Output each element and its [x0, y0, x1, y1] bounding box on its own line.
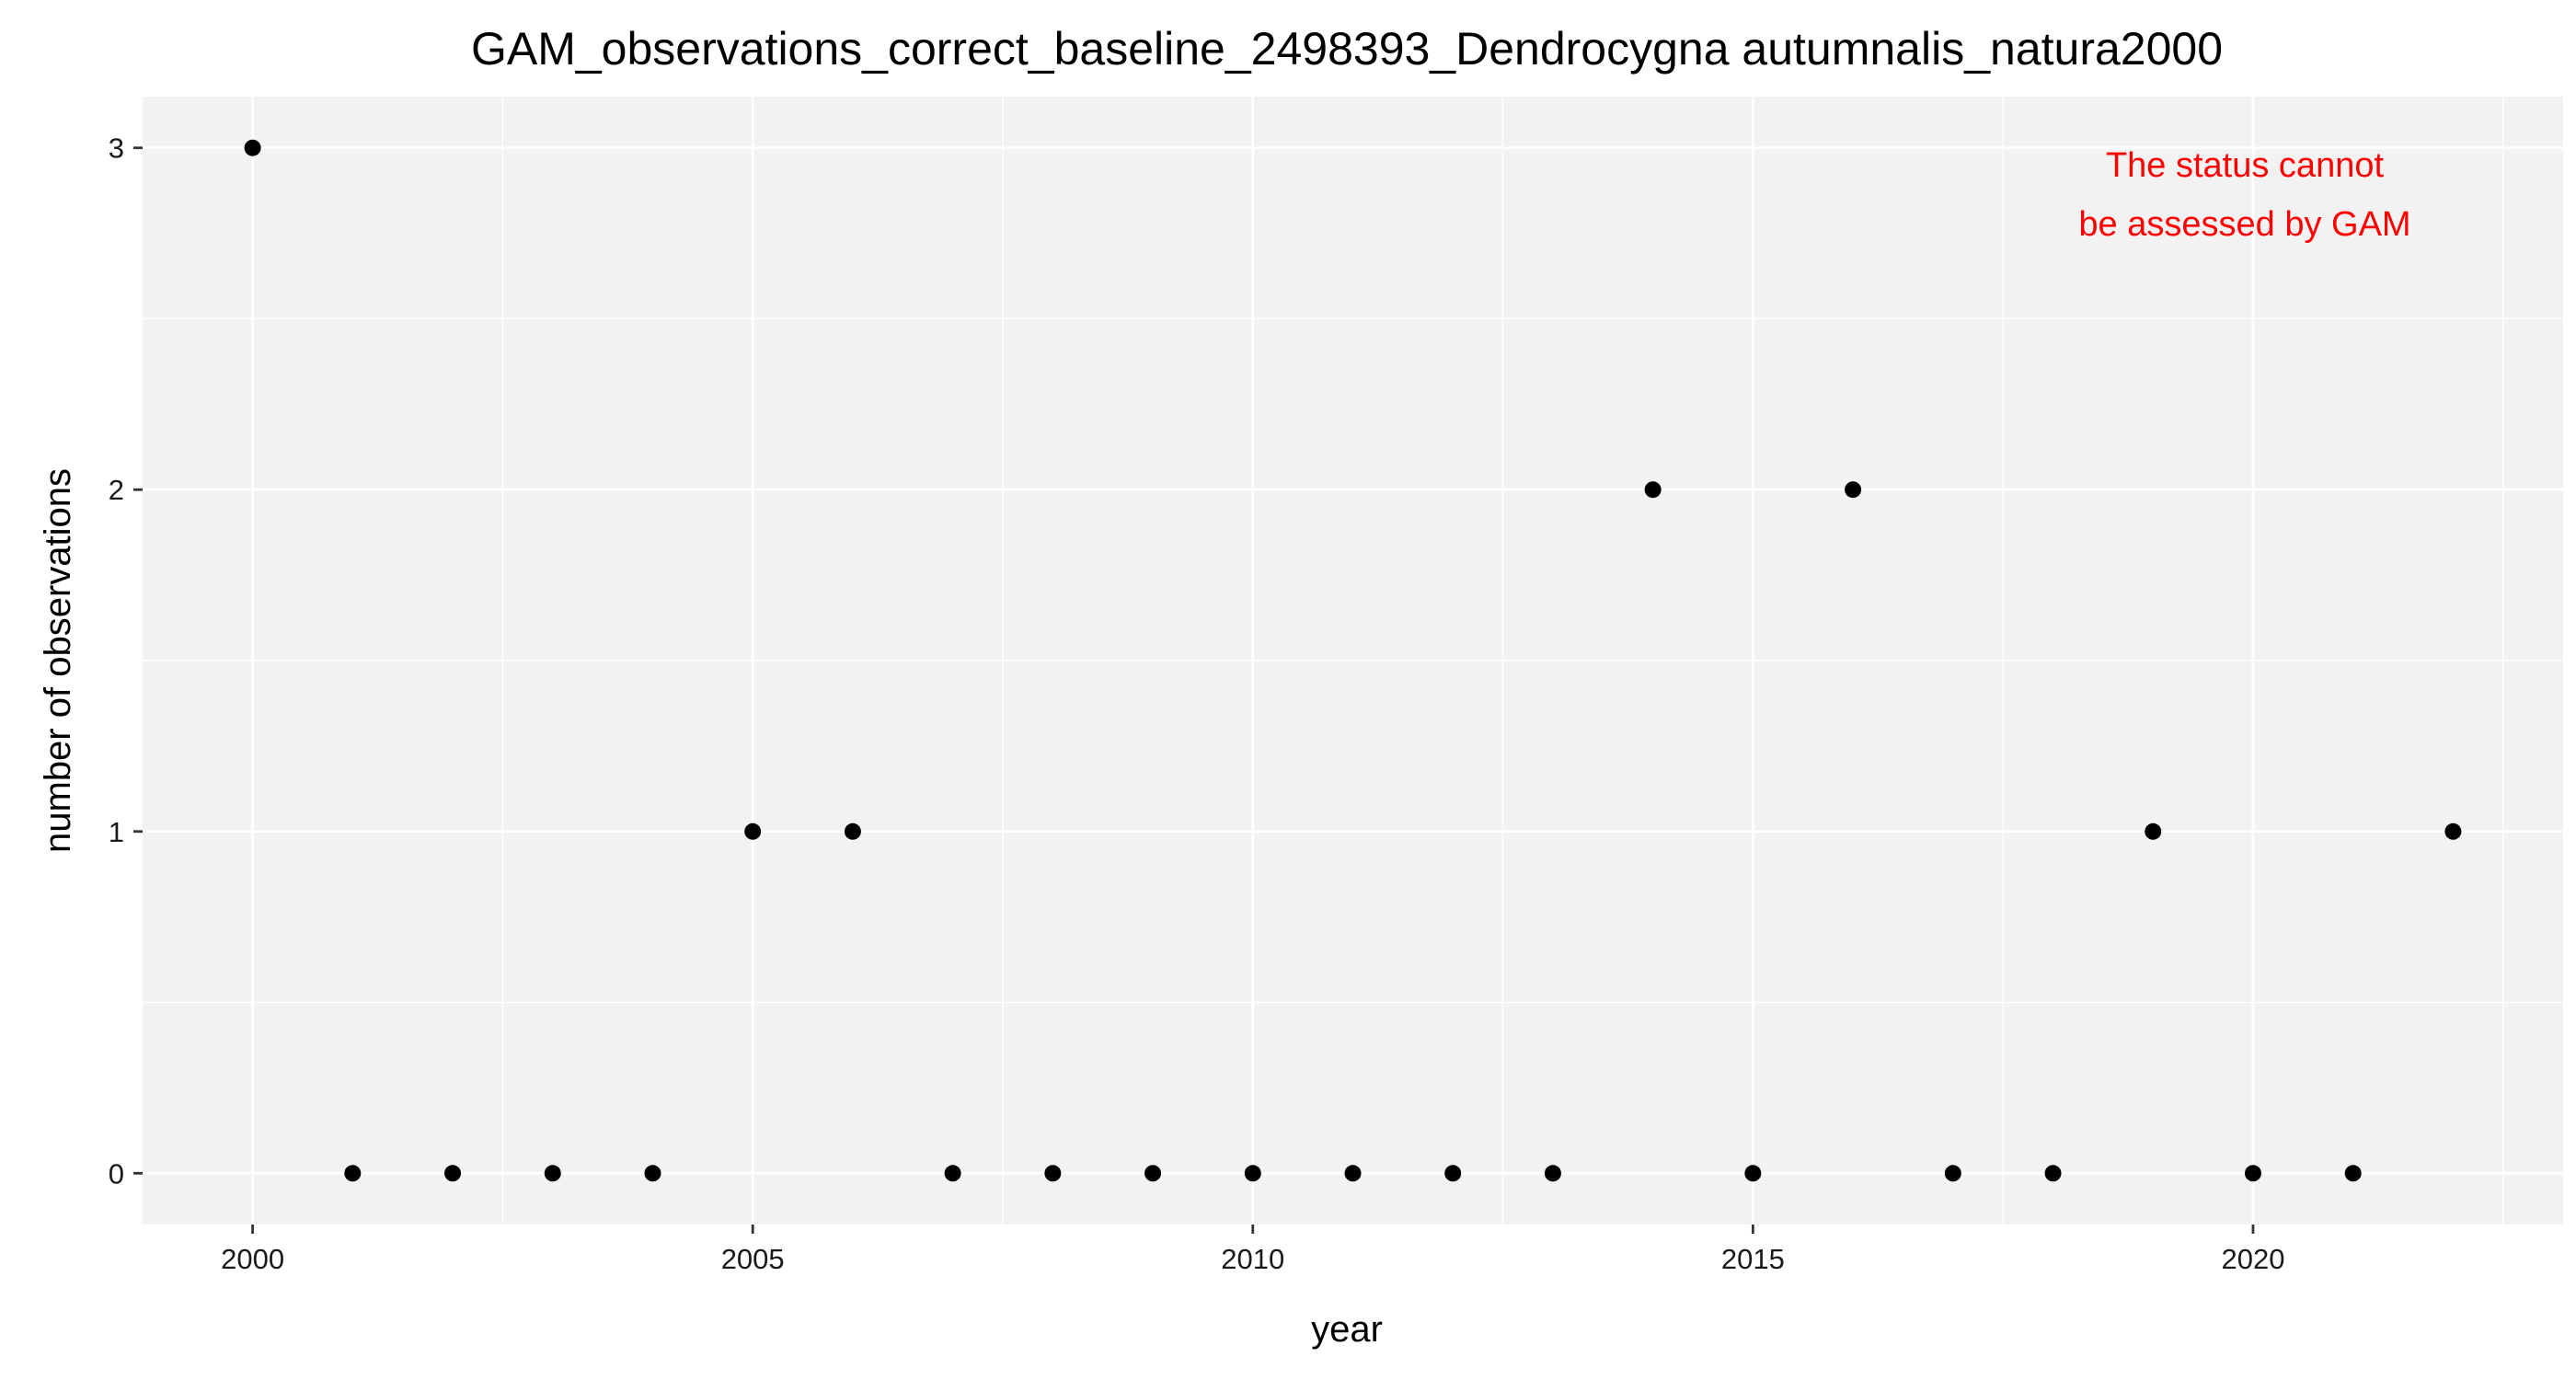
data-point-2018	[2044, 1165, 2062, 1182]
data-point-2022	[2444, 822, 2462, 840]
chart-title: GAM_observations_correct_baseline_249839…	[471, 23, 2223, 75]
data-point-2009	[1144, 1165, 1162, 1182]
data-point-2013	[1544, 1165, 1561, 1182]
y-tick-label-1: 1	[109, 816, 124, 848]
data-points	[244, 139, 2462, 1182]
data-point-2019	[2145, 822, 2162, 840]
data-point-2014	[1644, 481, 1662, 499]
grid-minor	[143, 97, 2563, 1225]
y-tick-label-0: 0	[109, 1157, 124, 1190]
data-point-2010	[1244, 1165, 1261, 1182]
x-tick-label-2000: 2000	[221, 1243, 284, 1275]
data-point-2007	[944, 1165, 961, 1182]
data-point-2002	[444, 1165, 462, 1182]
data-point-2000	[244, 139, 261, 156]
data-point-2015	[1744, 1165, 1762, 1182]
data-point-2004	[644, 1165, 661, 1182]
data-point-2001	[344, 1165, 362, 1182]
data-point-2006	[844, 822, 861, 840]
data-point-2003	[544, 1165, 561, 1182]
data-point-2012	[1444, 1165, 1462, 1182]
data-point-2020	[2244, 1165, 2261, 1182]
data-point-2016	[1845, 481, 1862, 499]
data-point-2008	[1044, 1165, 1062, 1182]
data-point-2017	[1944, 1165, 1961, 1182]
annotation-line-1: The status cannot	[2106, 146, 2385, 185]
y-tick-label-2: 2	[109, 474, 124, 506]
x-tick-label-2010: 2010	[1221, 1243, 1284, 1275]
x-tick-label-2015: 2015	[1721, 1243, 1785, 1275]
data-point-2005	[744, 822, 762, 840]
x-axis: 2000 2005 2010 2015 2020	[221, 1225, 2284, 1275]
x-axis-title: year	[1311, 1309, 1383, 1350]
x-tick-label-2020: 2020	[2221, 1243, 2284, 1275]
x-tick-label-2005: 2005	[721, 1243, 785, 1275]
y-axis: 0 1 2 3	[109, 132, 143, 1190]
annotation-line-2: be assessed by GAM	[2078, 205, 2410, 244]
data-point-2021	[2344, 1165, 2362, 1182]
y-tick-label-3: 3	[109, 132, 124, 165]
data-point-2011	[1344, 1165, 1362, 1182]
y-axis-title: number of observations	[38, 468, 78, 853]
